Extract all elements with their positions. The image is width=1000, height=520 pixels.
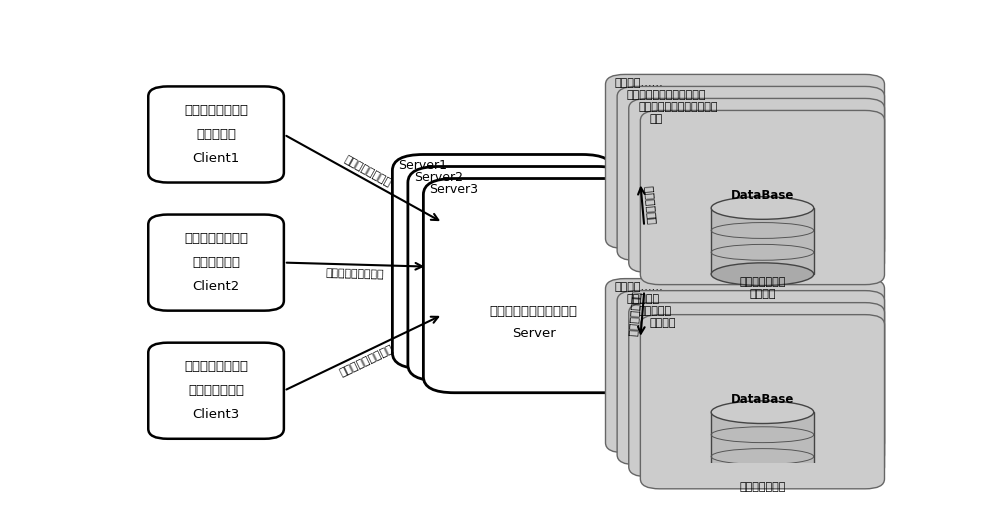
Text: 测控: 测控 xyxy=(650,114,663,124)
Text: Client3: Client3 xyxy=(192,408,240,421)
Text: 高实时业务: 高实时业务 xyxy=(196,128,236,141)
Text: Client2: Client2 xyxy=(192,280,240,293)
FancyBboxPatch shape xyxy=(617,291,885,465)
Text: 临时性数据服务请求: 临时性数据服务请求 xyxy=(326,268,385,279)
Text: 实时数据服务请求: 实时数据服务请求 xyxy=(342,154,393,188)
FancyBboxPatch shape xyxy=(640,110,885,284)
Text: 准实时性业务: 准实时性业务 xyxy=(192,256,240,269)
Text: 非实时数据响应: 非实时数据响应 xyxy=(627,291,640,337)
FancyBboxPatch shape xyxy=(148,215,284,310)
FancyBboxPatch shape xyxy=(606,279,885,453)
Text: 模型、文件: 模型、文件 xyxy=(638,306,671,316)
Text: DataBase: DataBase xyxy=(731,189,794,202)
Text: Server2: Server2 xyxy=(414,171,463,184)
Text: Client1: Client1 xyxy=(192,152,240,165)
Text: DataBase: DataBase xyxy=(731,393,794,406)
Text: 设备监控、运维类: 设备监控、运维类 xyxy=(184,232,248,245)
Text: 电网调度、控制类: 电网调度、控制类 xyxy=(184,104,248,117)
FancyBboxPatch shape xyxy=(606,74,885,249)
Text: 在线监测装置（设备参数）: 在线监测装置（设备参数） xyxy=(626,89,706,100)
Text: 保护（录波文件、定值等）: 保护（录波文件、定值等） xyxy=(638,101,718,112)
Text: 实时数据响应: 实时数据响应 xyxy=(644,184,658,224)
Text: 广域范围的复杂计: 广域范围的复杂计 xyxy=(184,360,248,373)
Text: 变电站透明访问应用服务: 变电站透明访问应用服务 xyxy=(490,305,578,318)
Text: 其他设备……: 其他设备…… xyxy=(615,77,664,87)
Text: 多类型数据服务请求: 多类型数据服务请求 xyxy=(339,343,396,378)
Text: 大容量数据存储: 大容量数据存储 xyxy=(739,482,786,491)
FancyBboxPatch shape xyxy=(423,178,644,393)
Polygon shape xyxy=(711,208,814,274)
Ellipse shape xyxy=(711,467,814,490)
Text: 曲线、报表: 曲线、报表 xyxy=(626,294,660,304)
FancyBboxPatch shape xyxy=(408,166,629,381)
Text: Server1: Server1 xyxy=(399,159,448,172)
FancyBboxPatch shape xyxy=(629,303,885,477)
Ellipse shape xyxy=(711,197,814,219)
Text: 历史数据: 历史数据 xyxy=(650,318,676,328)
Text: 分布式实时数据
高速缓存: 分布式实时数据 高速缓存 xyxy=(739,277,786,299)
Text: 其他数据……: 其他数据…… xyxy=(615,282,664,292)
Text: Server: Server xyxy=(512,327,556,340)
Text: 算、分析类业务: 算、分析类业务 xyxy=(188,384,244,397)
FancyBboxPatch shape xyxy=(148,86,284,183)
FancyBboxPatch shape xyxy=(392,154,613,369)
Text: Server3: Server3 xyxy=(430,184,479,197)
Ellipse shape xyxy=(711,401,814,423)
FancyBboxPatch shape xyxy=(640,315,885,489)
Polygon shape xyxy=(711,412,814,478)
FancyBboxPatch shape xyxy=(617,86,885,261)
FancyBboxPatch shape xyxy=(629,98,885,272)
FancyBboxPatch shape xyxy=(148,343,284,439)
Ellipse shape xyxy=(711,263,814,285)
